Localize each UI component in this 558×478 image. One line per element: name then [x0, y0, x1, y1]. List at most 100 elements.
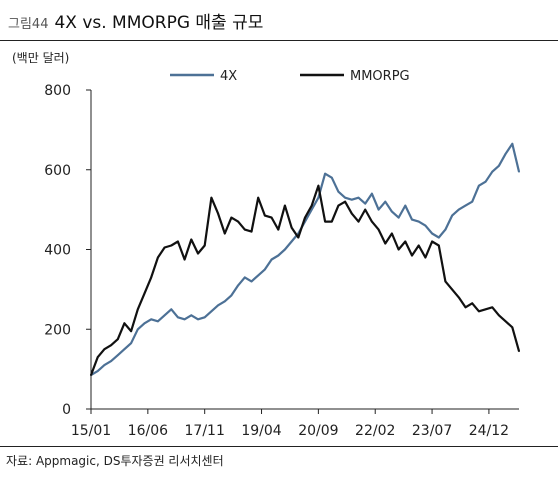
- data-point: [163, 314, 166, 317]
- data-point: [411, 254, 413, 257]
- series-4x: [90, 142, 521, 377]
- data-point: [264, 268, 266, 271]
- data-point: [230, 294, 233, 297]
- data-point: [183, 318, 186, 321]
- data-point: [157, 256, 159, 259]
- data-point: [324, 220, 326, 223]
- x-tick-label: 24/12: [469, 423, 509, 439]
- data-point: [110, 360, 112, 362]
- data-point: [457, 296, 460, 299]
- data-point: [190, 314, 193, 317]
- data-point: [391, 232, 393, 235]
- bottom-rule: [0, 446, 558, 447]
- data-point: [197, 318, 199, 321]
- data-point: [431, 232, 433, 235]
- data-point: [431, 240, 433, 243]
- data-point: [143, 322, 146, 325]
- data-point: [116, 338, 119, 341]
- data-point: [123, 348, 126, 351]
- data-point: [324, 172, 326, 175]
- x-tick-label: 15/01: [71, 423, 111, 439]
- data-point: [243, 276, 246, 279]
- data-point: [217, 304, 220, 307]
- data-point: [116, 354, 119, 357]
- data-point: [177, 316, 179, 319]
- data-point: [397, 248, 400, 251]
- data-point: [384, 200, 387, 203]
- data-point: [330, 220, 333, 223]
- data-point: [277, 254, 280, 257]
- data-point: [437, 244, 440, 247]
- data-point: [223, 232, 226, 235]
- data-point: [150, 276, 153, 279]
- data-point: [250, 280, 253, 283]
- data-point: [344, 196, 346, 199]
- data-point: [150, 318, 153, 321]
- data-point: [371, 192, 373, 195]
- x-tick-label: 20/09: [298, 423, 338, 439]
- data-point: [264, 214, 266, 217]
- data-point: [417, 220, 420, 223]
- data-point: [511, 326, 514, 329]
- data-point: [96, 356, 99, 359]
- data-point: [310, 204, 313, 207]
- data-point: [143, 292, 146, 295]
- data-point: [217, 212, 220, 215]
- data-point: [417, 244, 420, 247]
- data-point: [177, 240, 179, 243]
- x-tick-label: 23/07: [412, 423, 452, 439]
- data-point: [364, 208, 367, 211]
- y-tick-label: 0: [62, 402, 71, 418]
- data-point: [270, 258, 273, 261]
- data-point: [130, 342, 133, 345]
- data-point: [357, 196, 360, 199]
- data-point: [136, 308, 139, 311]
- data-point: [377, 228, 380, 231]
- legend-label: MMORPG: [350, 69, 410, 84]
- data-point: [478, 310, 480, 313]
- data-point: [478, 184, 480, 187]
- data-point: [163, 246, 166, 249]
- unit-label: (백만 달러): [12, 51, 69, 65]
- data-point: [230, 216, 233, 219]
- data-point: [110, 344, 112, 347]
- y-tick-label: 800: [44, 83, 71, 99]
- data-point: [350, 212, 353, 215]
- data-point: [404, 204, 407, 207]
- data-point: [210, 196, 213, 199]
- data-point: [484, 180, 487, 183]
- series-line: [90, 142, 521, 377]
- legend-label: 4X: [220, 69, 237, 84]
- data-point: [444, 280, 447, 283]
- data-point: [290, 226, 293, 229]
- data-point: [223, 300, 226, 303]
- x-tick-label: 19/04: [241, 423, 281, 439]
- x-tick-label: 17/11: [185, 423, 225, 439]
- data-point: [284, 248, 286, 251]
- series-layer: [89, 142, 521, 377]
- axes: 0 200 400 600 800 15/01 16/06 17/11 19/04 20/09 22…: [44, 83, 519, 439]
- data-point: [511, 142, 514, 145]
- data-point: [290, 240, 293, 243]
- data-point: [257, 274, 260, 277]
- data-point: [210, 310, 213, 313]
- x-tick-label: 22/02: [355, 423, 395, 439]
- source-note: 자료: Appmagic, DS투자증권 리서치센터: [6, 454, 224, 468]
- data-point: [371, 220, 373, 223]
- data-point: [337, 190, 340, 193]
- data-point: [103, 348, 106, 351]
- data-point: [377, 208, 380, 211]
- data-point: [437, 236, 440, 239]
- data-point: [310, 208, 313, 211]
- x-tick-label: 16/06: [128, 423, 168, 439]
- data-point: [284, 204, 286, 207]
- data-point: [170, 244, 173, 247]
- data-point: [464, 204, 467, 207]
- data-point: [350, 198, 353, 201]
- data-point: [277, 228, 280, 231]
- data-point: [123, 322, 126, 325]
- data-point: [344, 200, 346, 203]
- data-point: [237, 220, 240, 223]
- data-point: [317, 184, 320, 187]
- data-point: [203, 244, 206, 247]
